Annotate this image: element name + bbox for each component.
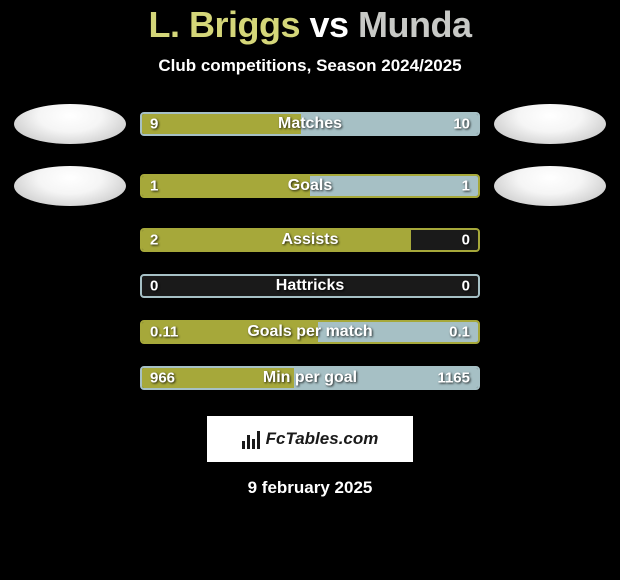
player-avatar	[14, 166, 126, 206]
stat-value-left: 0	[150, 278, 158, 295]
stat-bar: 1 1 Goals	[140, 174, 480, 198]
bar-left-fill	[142, 230, 411, 250]
avatar-slot-left	[0, 166, 140, 206]
bar-right-fill	[310, 176, 478, 196]
page-title: L. Briggs vs Munda	[0, 4, 620, 46]
stats-rows: 9 10 Matches 1 1 Goals 2 0 Assists 0 0 Hattricks 0.1…	[0, 104, 620, 390]
logo-text: FcTables.com	[266, 429, 379, 449]
stat-value-right: 1165	[437, 370, 470, 387]
stat-value-right: 0.1	[449, 324, 470, 341]
title-player2: Munda	[358, 4, 471, 45]
stat-value-right: 0	[462, 278, 470, 295]
stat-row: 966 1165 Min per goal	[0, 366, 620, 390]
stat-label: Min per goal	[263, 369, 357, 387]
stat-value-right: 0	[462, 232, 470, 249]
avatar-slot-left	[0, 104, 140, 144]
player-avatar	[14, 104, 126, 144]
stat-label: Assists	[282, 231, 339, 249]
stat-bar: 966 1165 Min per goal	[140, 366, 480, 390]
stat-value-left: 1	[150, 178, 158, 195]
stat-value-left: 0.11	[150, 324, 178, 341]
comparison-card: L. Briggs vs Munda Club competitions, Se…	[0, 0, 620, 498]
stat-value-right: 10	[453, 116, 470, 133]
avatar-slot-right	[480, 104, 620, 144]
bar-left-fill	[142, 176, 310, 196]
stat-bar: 9 10 Matches	[140, 112, 480, 136]
stat-row: 0.11 0.1 Goals per match	[0, 320, 620, 344]
stat-label: Matches	[278, 115, 342, 133]
date-label: 9 february 2025	[0, 478, 620, 498]
title-vs: vs	[309, 4, 348, 45]
stat-bar: 0 0 Hattricks	[140, 274, 480, 298]
stat-value-left: 966	[150, 370, 175, 387]
stat-row: 1 1 Goals	[0, 166, 620, 206]
source-logo: FcTables.com	[207, 416, 413, 462]
subtitle: Club competitions, Season 2024/2025	[0, 56, 620, 76]
stat-row: 0 0 Hattricks	[0, 274, 620, 298]
player-avatar	[494, 104, 606, 144]
player-avatar	[494, 166, 606, 206]
stat-bar: 0.11 0.1 Goals per match	[140, 320, 480, 344]
stat-row: 2 0 Assists	[0, 228, 620, 252]
stat-label: Goals per match	[247, 323, 372, 341]
stat-label: Goals	[288, 177, 332, 195]
stat-value-left: 9	[150, 116, 158, 133]
avatar-slot-right	[480, 166, 620, 206]
stat-value-left: 2	[150, 232, 158, 249]
stat-row: 9 10 Matches	[0, 104, 620, 144]
stat-value-right: 1	[462, 178, 470, 195]
stat-bar: 2 0 Assists	[140, 228, 480, 252]
chart-icon	[242, 429, 260, 449]
stat-label: Hattricks	[276, 277, 344, 295]
title-player1: L. Briggs	[148, 4, 300, 45]
